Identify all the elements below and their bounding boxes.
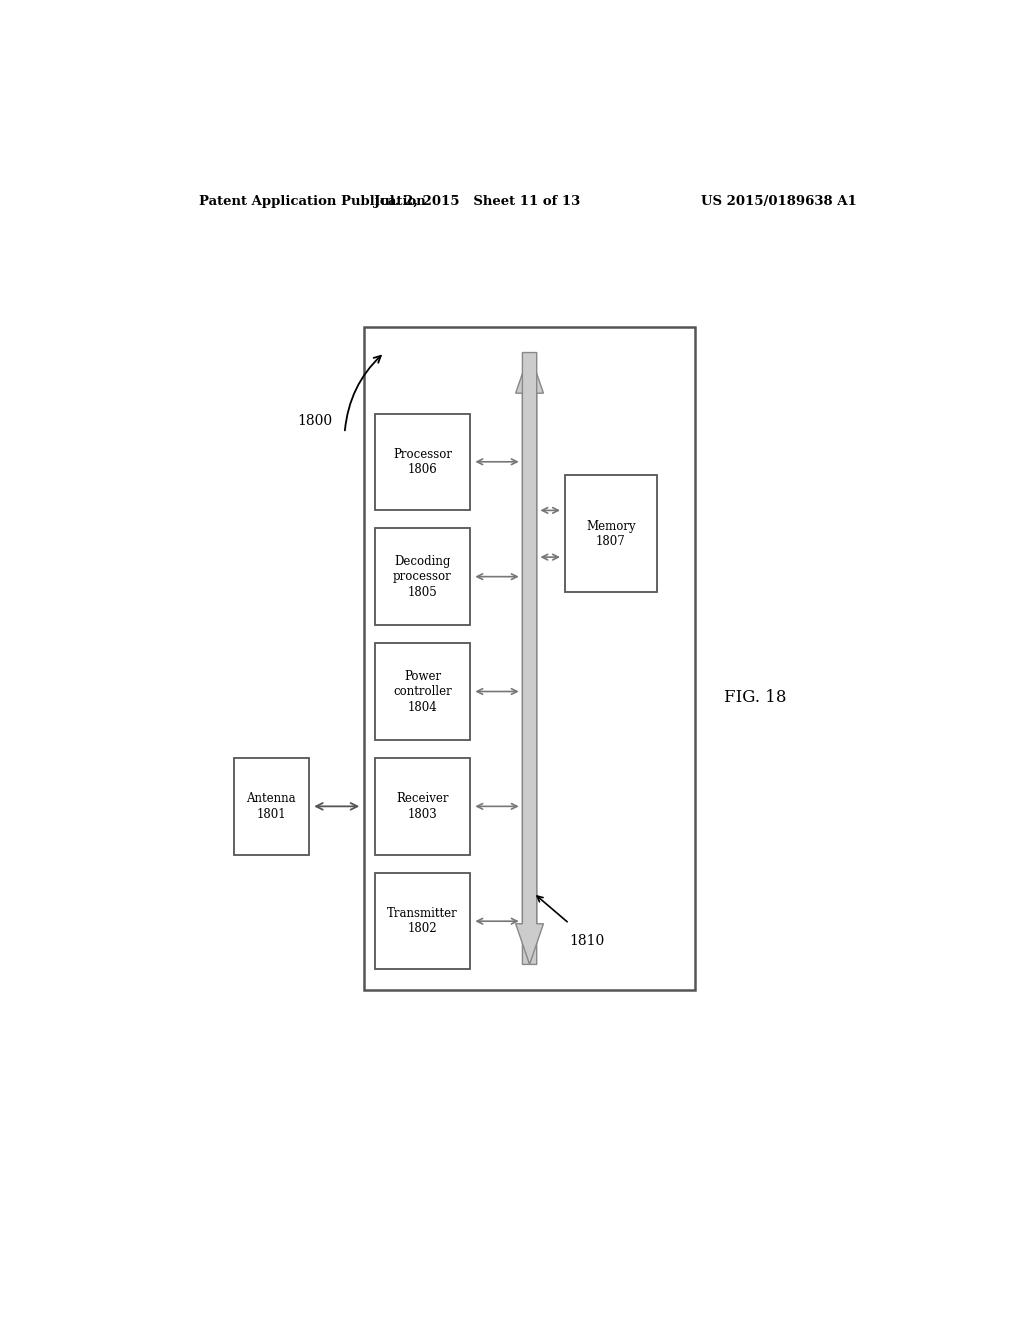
Bar	[375, 413, 470, 510]
Text: Receiver
1803: Receiver 1803	[396, 792, 449, 821]
Text: Jul. 2, 2015   Sheet 11 of 13: Jul. 2, 2015 Sheet 11 of 13	[374, 194, 581, 207]
Text: 1800: 1800	[298, 414, 333, 428]
FancyArrow shape	[516, 352, 544, 965]
Bar	[375, 528, 470, 624]
Text: Processor
1806: Processor 1806	[393, 447, 452, 477]
Text: FIG. 18: FIG. 18	[724, 689, 786, 706]
Text: US 2015/0189638 A1: US 2015/0189638 A1	[700, 194, 857, 207]
Text: Decoding
processor
1805: Decoding processor 1805	[393, 554, 452, 599]
Bar	[365, 327, 694, 990]
FancyArrow shape	[516, 352, 544, 965]
Text: Patent Application Publication: Patent Application Publication	[200, 194, 426, 207]
Bar	[233, 758, 309, 854]
Bar	[565, 475, 656, 593]
Bar	[375, 643, 470, 739]
Text: Power
controller
1804: Power controller 1804	[393, 669, 452, 714]
Text: 1810: 1810	[569, 933, 604, 948]
Text: Memory
1807: Memory 1807	[586, 520, 636, 548]
Text: Antenna
1801: Antenna 1801	[247, 792, 296, 821]
Bar	[375, 758, 470, 854]
Bar	[375, 873, 470, 969]
Text: Transmitter
1802: Transmitter 1802	[387, 907, 458, 936]
